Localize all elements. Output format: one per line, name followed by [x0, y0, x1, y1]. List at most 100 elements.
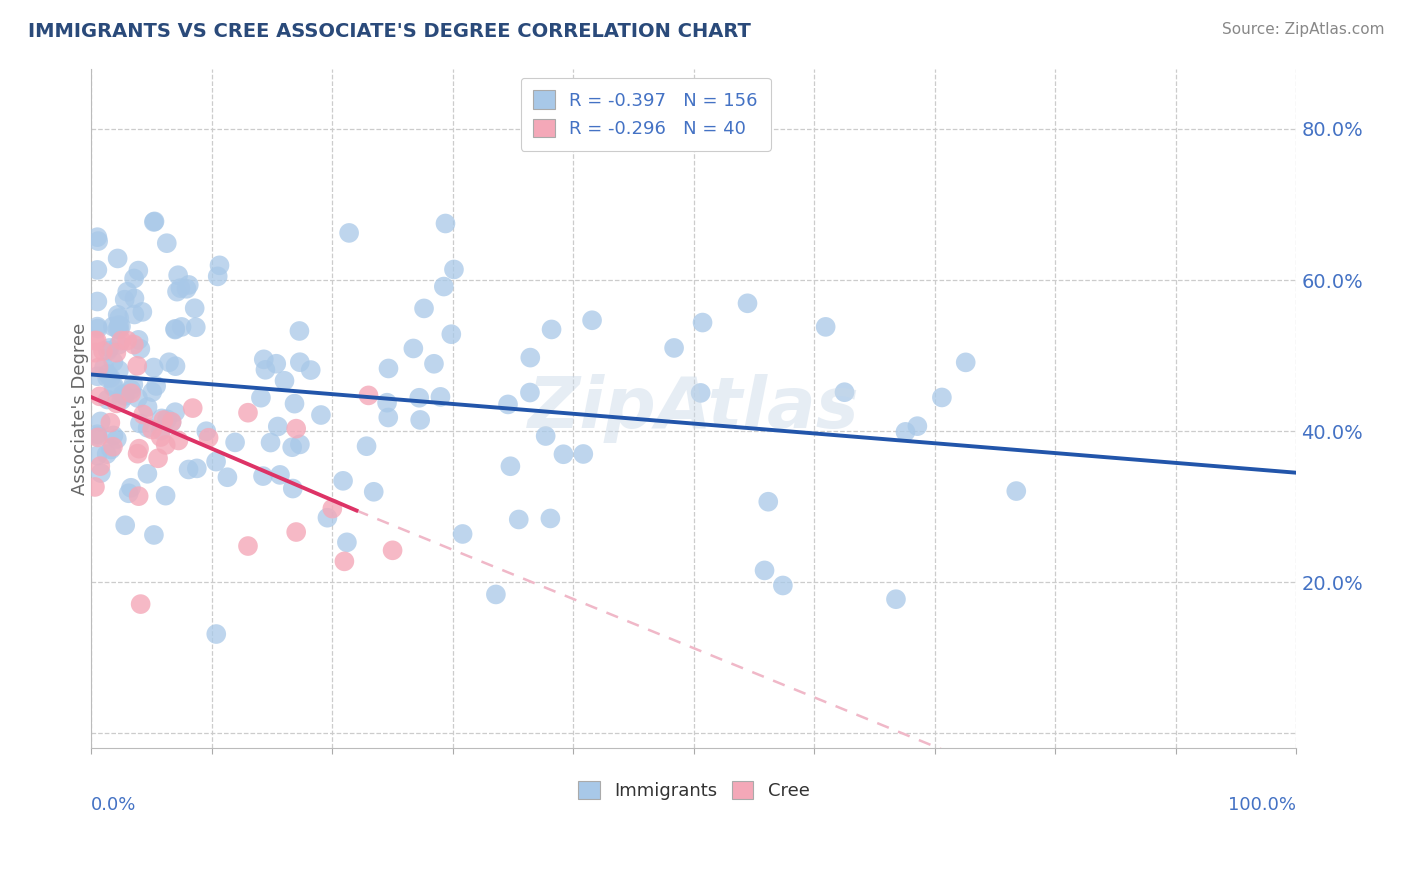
Point — [224, 435, 246, 450]
Point — [177, 462, 200, 476]
Text: 100.0%: 100.0% — [1229, 796, 1296, 814]
Point — [423, 357, 446, 371]
Legend: Immigrants, Cree: Immigrants, Cree — [571, 773, 817, 807]
Point — [127, 447, 149, 461]
Point — [110, 319, 132, 334]
Point — [309, 408, 332, 422]
Point — [97, 343, 120, 358]
Point — [120, 383, 142, 397]
Point — [905, 419, 928, 434]
Point — [165, 405, 187, 419]
Point — [122, 271, 145, 285]
Point — [132, 408, 155, 422]
Point — [409, 413, 432, 427]
Point — [485, 587, 508, 601]
Point — [146, 451, 169, 466]
Point — [519, 385, 541, 400]
Point — [118, 486, 141, 500]
Point — [156, 236, 179, 251]
Point — [86, 369, 108, 384]
Point — [377, 361, 399, 376]
Point — [737, 296, 759, 310]
Point — [114, 518, 136, 533]
Point — [103, 428, 125, 442]
Point — [96, 371, 118, 385]
Point — [120, 481, 142, 495]
Point — [375, 395, 398, 409]
Point — [581, 313, 603, 327]
Point — [321, 501, 343, 516]
Point — [408, 391, 430, 405]
Point — [129, 597, 152, 611]
Point — [107, 322, 129, 336]
Point — [100, 371, 122, 385]
Point — [150, 424, 173, 438]
Point — [250, 391, 273, 405]
Point — [496, 397, 519, 411]
Point — [689, 385, 711, 400]
Point — [332, 474, 354, 488]
Point — [413, 301, 436, 316]
Point — [299, 363, 322, 377]
Point — [281, 482, 304, 496]
Point — [754, 563, 776, 577]
Point — [167, 434, 190, 448]
Point — [156, 412, 179, 426]
Point — [169, 281, 191, 295]
Point — [253, 352, 276, 367]
Point — [128, 333, 150, 347]
Point — [136, 421, 159, 435]
Point — [433, 279, 456, 293]
Point — [553, 447, 575, 461]
Point — [128, 489, 150, 503]
Point — [122, 337, 145, 351]
Text: Source: ZipAtlas.com: Source: ZipAtlas.com — [1222, 22, 1385, 37]
Point — [97, 367, 120, 381]
Point — [86, 230, 108, 244]
Point — [96, 447, 118, 461]
Text: IMMIGRANTS VS CREE ASSOCIATE'S DEGREE CORRELATION CHART: IMMIGRANTS VS CREE ASSOCIATE'S DEGREE CO… — [28, 22, 751, 41]
Point — [98, 416, 121, 430]
Point — [508, 512, 530, 526]
Point — [333, 554, 356, 568]
Point — [440, 327, 463, 342]
Point — [195, 424, 218, 438]
Point — [155, 489, 177, 503]
Point — [100, 442, 122, 457]
Point — [124, 291, 146, 305]
Point — [101, 440, 124, 454]
Point — [931, 391, 953, 405]
Point — [884, 592, 907, 607]
Point — [142, 360, 165, 375]
Point — [103, 380, 125, 394]
Point — [288, 324, 311, 338]
Point — [157, 355, 180, 369]
Point — [122, 377, 145, 392]
Point — [205, 627, 228, 641]
Point — [288, 355, 311, 369]
Point — [108, 337, 131, 351]
Point — [110, 334, 132, 348]
Point — [285, 422, 308, 436]
Point — [114, 293, 136, 307]
Point — [955, 355, 977, 369]
Point — [141, 385, 163, 400]
Point — [103, 379, 125, 393]
Point — [87, 234, 110, 248]
Point — [356, 439, 378, 453]
Point — [692, 316, 714, 330]
Point — [281, 440, 304, 454]
Point — [207, 269, 229, 284]
Point — [208, 258, 231, 272]
Point — [177, 277, 200, 292]
Point — [131, 305, 153, 319]
Point — [89, 459, 111, 474]
Point — [103, 355, 125, 369]
Point — [165, 322, 187, 336]
Point — [127, 359, 149, 373]
Point — [98, 341, 121, 355]
Point — [160, 415, 183, 429]
Point — [1005, 484, 1028, 499]
Point — [86, 427, 108, 442]
Point — [89, 389, 111, 403]
